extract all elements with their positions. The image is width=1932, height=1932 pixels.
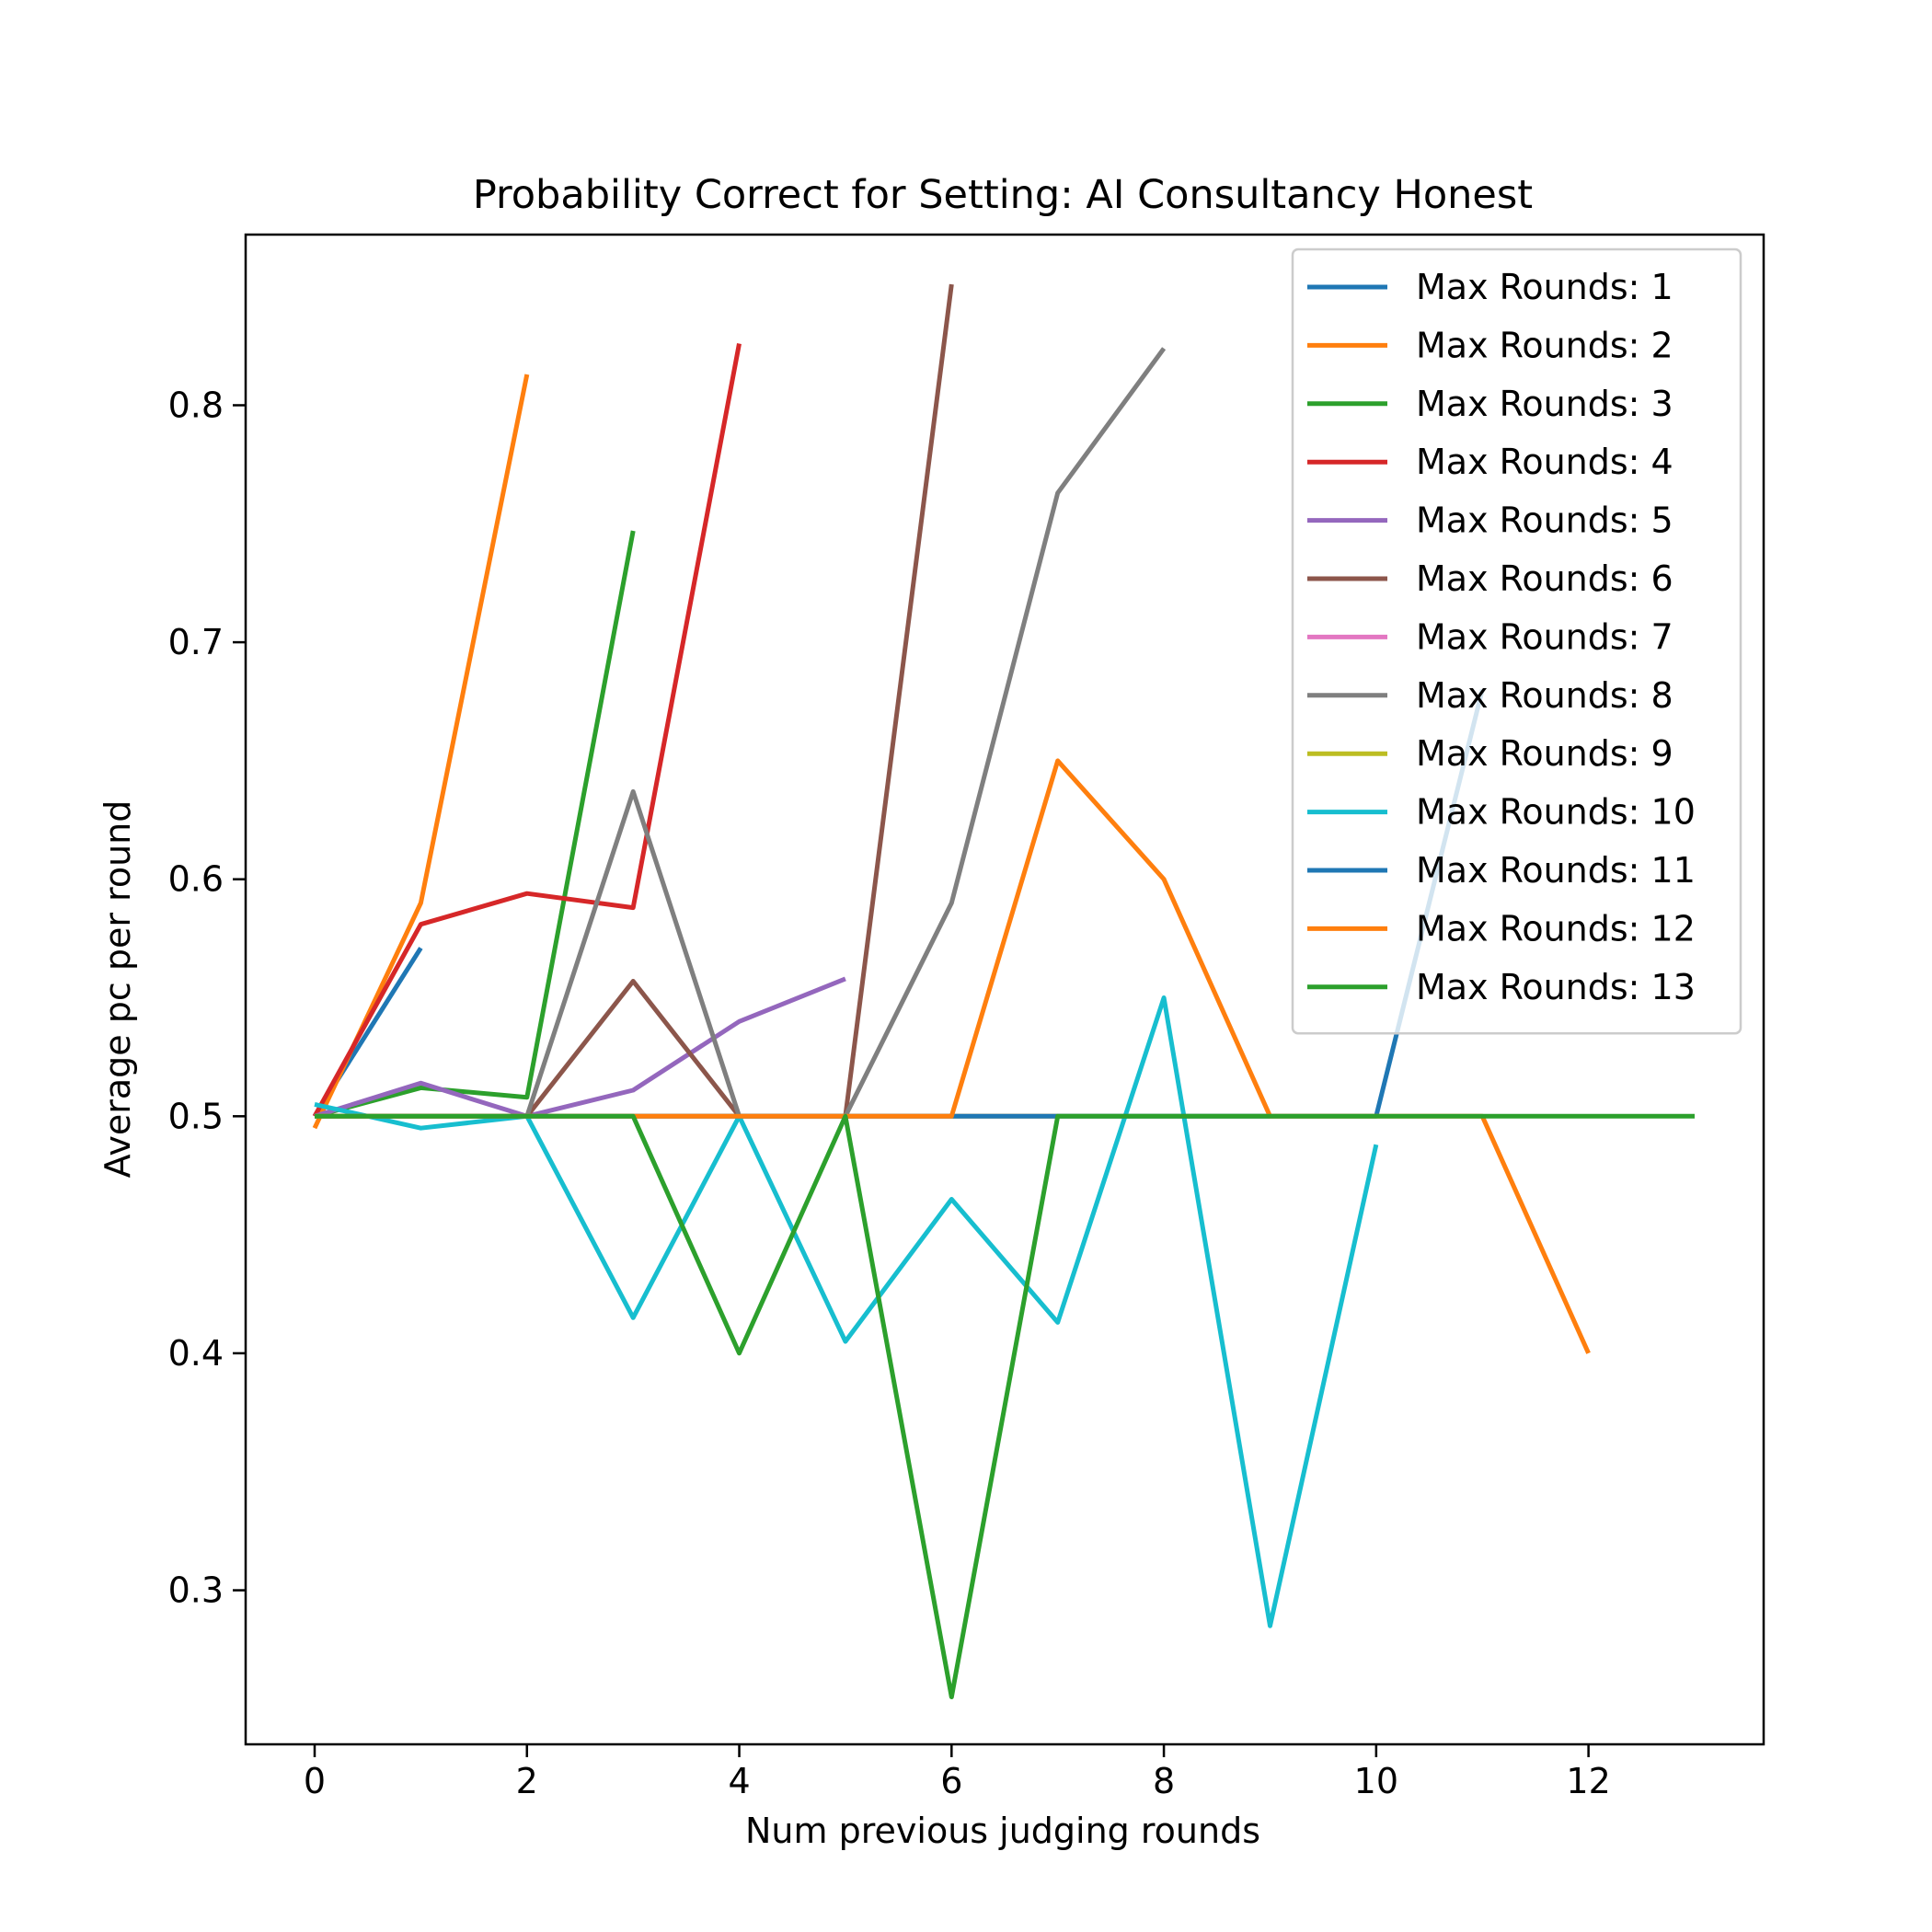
legend-label: Max Rounds: 3 [1416,384,1673,424]
y-tick-label: 0.4 [168,1333,224,1374]
legend-label: Max Rounds: 2 [1416,325,1673,365]
x-tick-label: 4 [728,1761,750,1801]
y-tick-label: 0.3 [168,1570,224,1611]
legend-label: Max Rounds: 12 [1416,908,1696,949]
series-line-max-rounds-10 [314,995,1379,1628]
x-tick-label: 10 [1354,1761,1398,1801]
legend-label: Max Rounds: 6 [1416,558,1673,599]
series-line-max-rounds-4 [312,343,742,1118]
series-line-max-rounds-5 [314,976,846,1119]
legend-label: Max Rounds: 4 [1416,442,1673,482]
x-tick-label: 8 [1153,1761,1175,1801]
legend-label: Max Rounds: 10 [1416,792,1696,833]
legend-label: Max Rounds: 9 [1416,733,1673,774]
x-tick-label: 2 [516,1761,538,1801]
x-axis-label: Num previous judging rounds [745,1811,1260,1851]
legend-label: Max Rounds: 8 [1416,675,1673,716]
legend-label: Max Rounds: 1 [1416,267,1673,307]
legend-label: Max Rounds: 7 [1416,616,1673,657]
legend-label: Max Rounds: 11 [1416,850,1696,891]
plot-area [312,283,1695,1699]
chart-title: Probability Correct for Setting: AI Cons… [473,172,1533,218]
series-line-max-rounds-13 [315,1113,1695,1699]
legend-box [1291,247,1742,1035]
y-tick-label: 0.8 [168,385,224,425]
legend-label: Max Rounds: 5 [1416,500,1673,541]
x-axis: 0 2 4 6 8 10 12 [304,1744,1611,1801]
x-tick-label: 6 [940,1761,962,1801]
y-axis: 0.3 0.4 0.5 0.6 0.7 0.8 [168,385,246,1611]
x-tick-label: 12 [1566,1761,1610,1801]
y-tick-label: 0.7 [168,622,224,662]
y-tick-label: 0.6 [168,859,224,900]
legend-label: Max Rounds: 13 [1416,967,1696,1007]
y-axis-label: Average pc per round [98,800,138,1179]
x-tick-label: 0 [304,1761,326,1801]
y-tick-label: 0.5 [168,1096,224,1136]
axes-frame [244,233,1765,1746]
legend: Max Rounds: 1 Max Rounds: 2 Max Rounds: 3 M… [1291,247,1742,1035]
